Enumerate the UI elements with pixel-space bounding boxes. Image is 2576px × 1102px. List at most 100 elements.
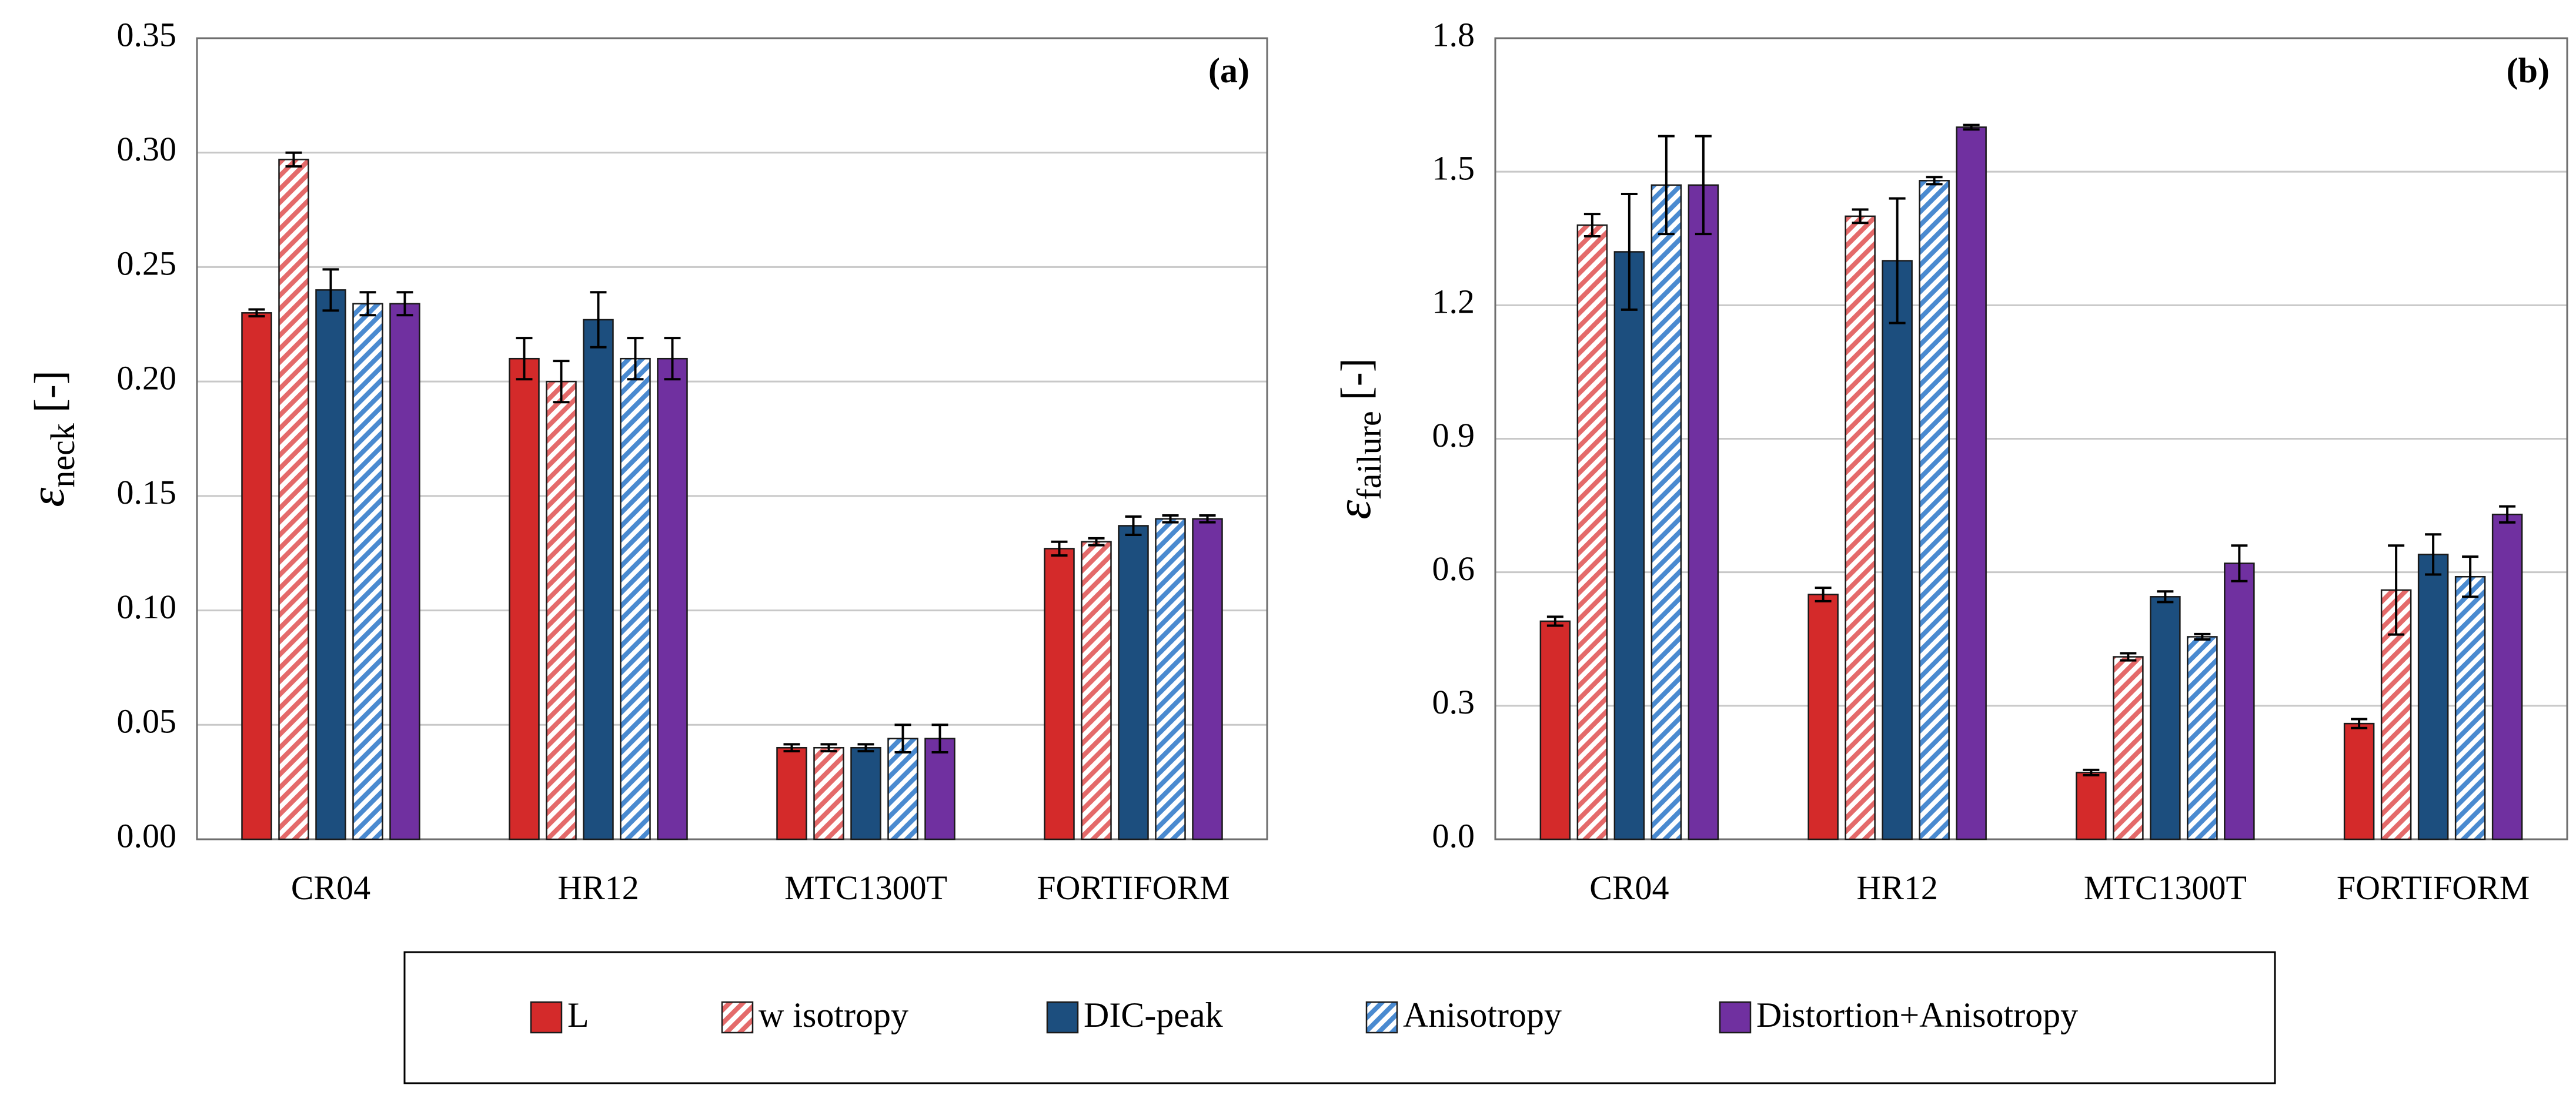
error-bar (2462, 555, 2479, 598)
panel-label: (a) (1208, 51, 1249, 90)
y-tick-label: 1.2 (1432, 283, 1475, 321)
legend-label: L (567, 996, 589, 1034)
error-bar (2083, 768, 2100, 776)
bar-distortion-anisotropy (2491, 513, 2523, 840)
error-bar (2351, 718, 2368, 729)
error-bar (1051, 540, 1068, 557)
error-bar (2157, 590, 2174, 604)
legend-item: L (530, 996, 589, 1034)
bar-w-isotropy (1576, 224, 1608, 840)
bar-anisotropy (1155, 518, 1186, 840)
bar-dic-peak (1613, 251, 1645, 840)
x-tick-label: HR12 (1856, 869, 1938, 907)
y-tick-label: 1.5 (1432, 149, 1475, 187)
error-bar (1963, 123, 1980, 131)
bar-dic-peak (2417, 554, 2449, 840)
bar-anisotropy (620, 357, 651, 840)
y-tick-label: 0.05 (117, 702, 177, 741)
error-bar (857, 743, 874, 753)
error-bar (931, 723, 948, 754)
bar-dic-peak (1118, 525, 1149, 840)
y-tick-label: 0.20 (117, 359, 177, 397)
legend-label: Anisotropy (1403, 996, 1562, 1034)
x-tick-label: HR12 (557, 869, 639, 907)
y-tick-label: 0.0 (1432, 816, 1475, 855)
bar-w-isotropy (1845, 215, 1876, 840)
bar-distortion-anisotropy (389, 303, 420, 840)
legend-swatch (530, 1001, 563, 1034)
error-bar (1658, 135, 1675, 236)
error-bar (627, 337, 644, 381)
y-axis-label: εfailure [-] (1327, 358, 1388, 519)
legend-swatch (1046, 1001, 1079, 1034)
y-tick-label: 0.30 (117, 130, 177, 168)
error-bar (2231, 544, 2248, 582)
bar-distortion-anisotropy (1688, 184, 1719, 840)
bar-l (1539, 620, 1571, 840)
panel-label: (b) (2507, 51, 2550, 90)
error-bar (2194, 632, 2211, 641)
x-tick-label: MTC1300T (2084, 869, 2247, 907)
error-bar (1695, 135, 1712, 236)
bar-anisotropy (887, 738, 918, 840)
error-bar (1199, 514, 1216, 524)
legend-label: DIC-peak (1084, 996, 1223, 1034)
error-bar (1889, 197, 1906, 324)
bar-distortion-anisotropy (1192, 518, 1223, 840)
y-tick-label: 0.15 (117, 473, 177, 511)
bar-dic-peak (850, 746, 881, 840)
legend-box (403, 951, 2276, 1084)
error-bar (1852, 208, 1869, 225)
bar-l (2343, 722, 2375, 840)
bar-distortion-anisotropy (1956, 126, 1987, 840)
legend-item: w isotropy (721, 996, 908, 1034)
error-bar (1546, 615, 1563, 627)
bar-anisotropy (2454, 575, 2486, 840)
legend-swatch (1365, 1001, 1398, 1034)
error-bar (516, 337, 533, 381)
error-bar (1583, 213, 1601, 237)
error-bar (2388, 544, 2405, 636)
error-bar (2425, 533, 2442, 576)
bar-l (2076, 772, 2107, 840)
bar-l (1807, 594, 1839, 840)
bar-w-isotropy (813, 746, 844, 840)
error-bar (396, 291, 413, 317)
error-bar (248, 308, 265, 318)
bar-distortion-anisotropy (2224, 562, 2255, 840)
y-tick-label: 1.8 (1432, 15, 1475, 53)
bar-l (509, 357, 540, 840)
error-bar (322, 268, 339, 312)
y-tick-label: 0.6 (1432, 550, 1475, 588)
legend-item: DIC-peak (1046, 996, 1223, 1034)
error-bar (359, 291, 376, 317)
plot-frame (1494, 37, 2568, 840)
chart-panel-a: 0.00 0.05 0.10 0.15 0.20 0.25 0.30 0.35 CR04 HR12… (20, 15, 1268, 907)
bar-dic-peak (1882, 260, 1913, 840)
y-tick-label: 0.00 (117, 816, 177, 855)
legend-item: Distortion+Anisotropy (1719, 996, 2078, 1034)
bar-l (776, 746, 807, 840)
legend-label: Distortion+Anisotropy (1756, 996, 2078, 1034)
bar-l (1044, 548, 1075, 840)
error-bar (1125, 515, 1142, 537)
x-tick-label: CR04 (291, 869, 370, 907)
error-bar (1926, 176, 1943, 186)
y-tick-label: 0.9 (1432, 416, 1475, 454)
bar-dic-peak (315, 289, 346, 840)
error-bar (553, 360, 570, 404)
legend-swatch (1719, 1001, 1752, 1034)
legend-swatch (721, 1001, 754, 1034)
x-tick-label: FORTIFORM (2337, 869, 2530, 907)
bar-dic-peak (583, 319, 614, 840)
plot-frame (196, 37, 1268, 840)
error-bar (1162, 514, 1179, 524)
error-bar (2120, 652, 2137, 662)
legend-label: w isotropy (759, 996, 908, 1034)
bar-dic-peak (2150, 596, 2181, 840)
x-tick-label: CR04 (1589, 869, 1669, 907)
error-bar (1621, 193, 1638, 311)
bar-anisotropy (352, 303, 383, 840)
